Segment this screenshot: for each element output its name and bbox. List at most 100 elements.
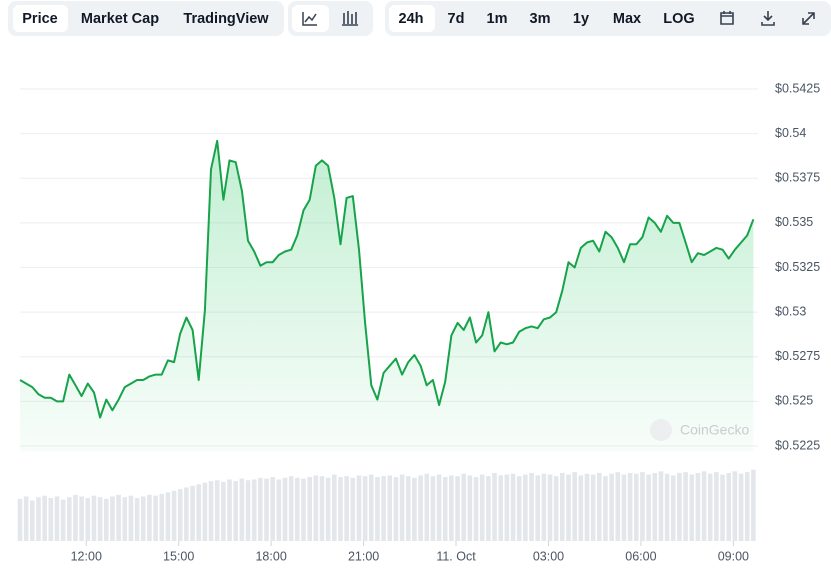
volume-bar	[535, 475, 540, 541]
volume-bar	[510, 473, 516, 541]
volume-bar	[233, 481, 238, 541]
active-range	[389, 5, 435, 32]
volume-bar	[646, 474, 651, 541]
volume-bar	[751, 469, 756, 541]
volume-bar	[424, 473, 430, 541]
volume-bar	[313, 475, 319, 541]
volume-bar	[159, 494, 165, 541]
y-tick-label: $0.5325	[775, 260, 820, 274]
tab[interactable]: Market Cap	[81, 11, 159, 27]
volume-bar	[368, 474, 374, 541]
x-tick-label: 09:00	[718, 549, 749, 563]
y-tick-label: $0.5275	[775, 349, 820, 363]
range[interactable]: 7d	[448, 11, 465, 27]
volume-bar	[689, 474, 695, 541]
volume-bar	[165, 492, 171, 541]
volume-bar	[258, 477, 263, 541]
download-icon[interactable]	[761, 11, 775, 26]
expand-icon[interactable]	[802, 12, 815, 25]
volume-bar	[190, 485, 195, 541]
volume-bar	[110, 496, 115, 541]
calendar-icon[interactable]	[720, 11, 734, 25]
volume-bar	[461, 473, 467, 541]
volume-bar	[177, 489, 183, 541]
volume-bar	[479, 474, 485, 541]
volume-bar	[128, 495, 134, 541]
volume-bar	[621, 474, 627, 541]
volume-bar	[498, 475, 504, 541]
volume-bar	[473, 477, 479, 541]
volume-bar	[652, 472, 658, 541]
volume-bar	[227, 479, 232, 541]
tab[interactable]: Price	[22, 11, 57, 27]
volume-bar	[103, 498, 109, 541]
candle-icon[interactable]	[342, 11, 358, 26]
volume-bar	[412, 477, 417, 541]
volume-bar	[578, 475, 584, 541]
volume-bar	[344, 476, 349, 541]
y-tick-label: $0.5375	[775, 171, 820, 185]
range[interactable]: 24h	[399, 11, 424, 27]
range[interactable]: 1m	[487, 11, 508, 27]
volume-bar	[85, 498, 91, 541]
x-tick-label: 03:00	[533, 549, 564, 563]
range-group	[385, 1, 831, 36]
volume-bar	[362, 476, 368, 541]
volume-bar	[282, 477, 288, 541]
volume-bar	[153, 495, 158, 541]
range[interactable]: Max	[613, 11, 641, 27]
volume-bar	[30, 500, 35, 541]
volume-bar	[707, 473, 713, 541]
volume-bar	[375, 477, 380, 541]
y-tick-label: $0.5225	[775, 438, 820, 452]
volume-bar	[301, 478, 306, 541]
volume-bar	[79, 496, 84, 541]
icons	[720, 11, 815, 26]
volume-bar	[627, 472, 633, 541]
volume-bar	[184, 487, 189, 541]
volume-bar	[276, 479, 282, 541]
price-line	[19, 139, 755, 419]
volume-bar	[523, 474, 528, 541]
volume-bar	[208, 481, 214, 541]
volume-bar	[738, 473, 744, 541]
volume-bar	[436, 474, 442, 541]
tab[interactable]: TradingView	[183, 11, 269, 27]
volume-bar	[430, 476, 436, 541]
volume-bar	[714, 472, 719, 541]
volume-bar	[251, 479, 257, 541]
range[interactable]: LOG	[663, 11, 694, 27]
volume-bar	[609, 473, 614, 541]
volume-bar	[732, 471, 738, 541]
volume-bar	[467, 475, 473, 541]
x-tick-label: 21:00	[348, 549, 379, 563]
volume-bar	[116, 494, 121, 541]
volume-bar	[67, 497, 72, 541]
volume-bar	[239, 478, 245, 541]
volume-bar	[325, 477, 331, 541]
price-area	[20, 140, 754, 452]
volume-bar	[214, 480, 220, 541]
volume-bar	[270, 477, 275, 541]
volume-bar	[695, 472, 701, 541]
volume-bar	[504, 474, 510, 541]
volume-bar	[615, 472, 621, 541]
volume-bar	[640, 472, 645, 541]
volume-bar	[91, 495, 97, 541]
range[interactable]: 1y	[573, 11, 589, 27]
volume-bar	[597, 472, 602, 541]
volume-bar	[36, 497, 41, 541]
volume-bar	[23, 496, 29, 541]
volume-bar	[42, 495, 47, 541]
volume-bar	[171, 490, 177, 541]
volume-bar	[381, 476, 386, 541]
volume-bar	[97, 497, 103, 541]
volume-bar	[726, 472, 732, 541]
range[interactable]: 3m	[530, 11, 551, 27]
volume-bar	[553, 476, 559, 541]
toolbar: Price Market Cap TradingView 24h 7d 1m 3…	[8, 1, 831, 36]
volume-bar	[744, 472, 750, 541]
volume-bar	[541, 473, 547, 541]
volume-bar	[48, 498, 54, 541]
